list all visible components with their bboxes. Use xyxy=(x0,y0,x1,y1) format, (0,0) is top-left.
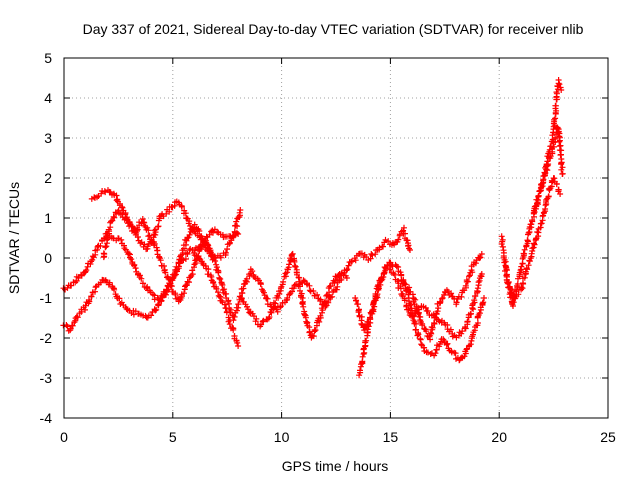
data-point-markers xyxy=(352,259,487,364)
series-track-6 xyxy=(238,250,350,341)
x-tick-label: 15 xyxy=(383,429,399,445)
series-track-8 xyxy=(356,262,485,379)
series-track-7 xyxy=(352,259,487,364)
x-tick-label: 25 xyxy=(600,429,616,445)
y-tick-label: 2 xyxy=(44,170,52,186)
series-track-12 xyxy=(530,77,565,216)
x-axis-label: GPS time / hours xyxy=(282,458,389,474)
y-tick-label: 0 xyxy=(44,250,52,266)
data-point-markers xyxy=(238,250,350,341)
series-track-4 xyxy=(100,207,242,305)
y-tick-label: 1 xyxy=(44,210,52,226)
chart-title: Day 337 of 2021, Sidereal Day-to-day VTE… xyxy=(83,21,584,37)
x-tick-label: 10 xyxy=(274,429,290,445)
y-tick-label: -3 xyxy=(40,370,53,386)
x-tick-label: 20 xyxy=(491,429,507,445)
series-track-9 xyxy=(400,251,485,343)
y-tick-label: 3 xyxy=(44,130,52,146)
plot-frame xyxy=(63,57,609,419)
data-point-markers xyxy=(400,251,485,343)
grid xyxy=(64,58,608,418)
data-points xyxy=(60,77,566,379)
y-tick-label: 4 xyxy=(44,90,52,106)
data-point-markers xyxy=(100,207,242,305)
y-tick-label: -4 xyxy=(40,410,53,426)
x-tick-label: 0 xyxy=(60,429,68,445)
y-tick-label: 5 xyxy=(44,50,52,66)
data-point-markers xyxy=(530,77,565,216)
x-tick-label: 5 xyxy=(169,429,177,445)
y-axis-label: SDTVAR / TECUs xyxy=(6,182,22,294)
data-point-markers xyxy=(356,262,485,379)
y-tick-label: -1 xyxy=(40,290,53,306)
y-tick-label: -2 xyxy=(40,330,53,346)
